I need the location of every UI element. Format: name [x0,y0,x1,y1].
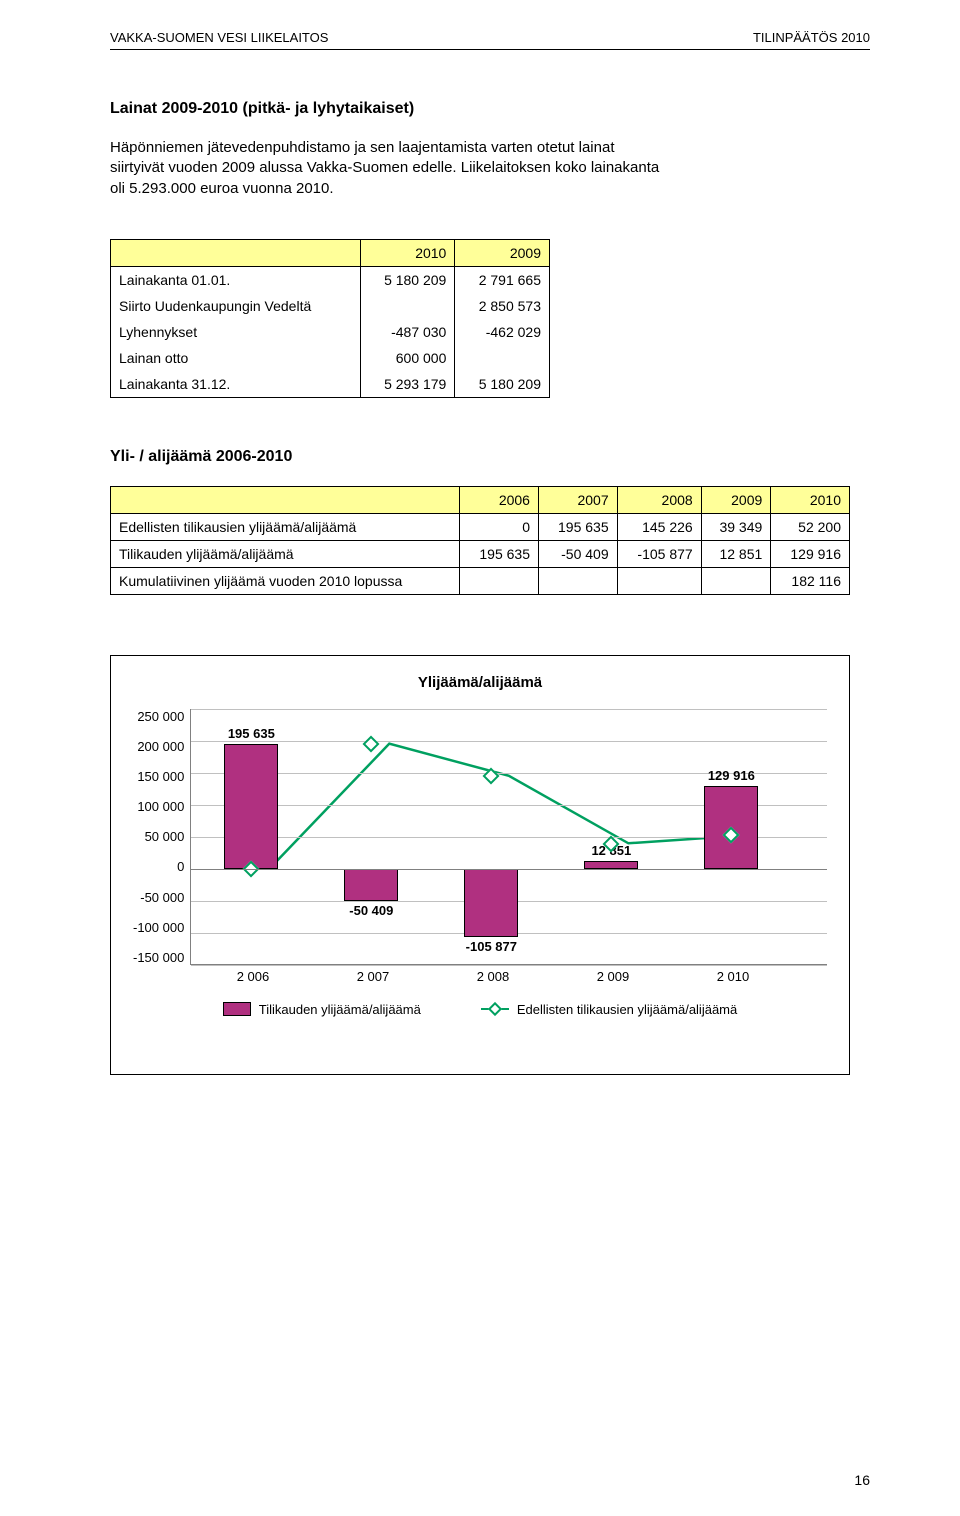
t1-h2: 2009 [455,239,550,266]
cell: 600 000 [360,345,455,371]
chart-xaxis: 2 0062 0072 0082 0092 010 [193,965,793,984]
cell-label: Edellisten tilikausien ylijäämä/alijäämä [111,513,460,540]
cell: 0 [460,513,539,540]
header-underline [110,49,870,50]
ytick-label: 0 [177,859,184,874]
legend-line-label: Edellisten tilikausien ylijäämä/alijäämä [517,1002,737,1017]
section1-title: Lainat 2009-2010 (pitkä- ja lyhytaikaise… [110,100,870,118]
xtick-label: 2 007 [313,965,433,984]
t2-h0 [111,486,460,513]
t2-h4: 2009 [701,486,771,513]
page-number: 16 [854,1472,870,1488]
cell-label: Lainan otto [111,345,361,371]
chart-plot: 195 635-50 409-105 87712 851129 916 [190,709,827,965]
xtick-label: 2 006 [193,965,313,984]
cell: 195 635 [460,540,539,567]
cell-label: Lainakanta 01.01. [111,266,361,293]
chart-bar [464,869,518,937]
gridline [191,965,827,966]
xtick-label: 2 010 [673,965,793,984]
cell [455,345,550,371]
cell [360,293,455,319]
ytick-label: -50 000 [140,890,184,905]
cell-label: Kumulatiivinen ylijäämä vuoden 2010 lopu… [111,567,460,594]
chart-title: Ylijäämä/alijäämä [133,674,827,691]
cell: -462 029 [455,319,550,345]
cell-label: Siirto Uudenkaupungin Vedeltä [111,293,361,319]
legend-bar-swatch [223,1002,251,1016]
cell [701,567,771,594]
cell: 5 180 209 [455,371,550,398]
cell-label: Lyhennykset [111,319,361,345]
cell: 39 349 [701,513,771,540]
bar-label: -105 877 [466,939,517,954]
cell: 52 200 [771,513,850,540]
bar-label: 195 635 [228,726,275,741]
surplus-chart: Ylijäämä/alijäämä 250 000 200 000 150 000 1… [110,655,850,1075]
t2-h3: 2008 [617,486,701,513]
table-row: Edellisten tilikausien ylijäämä/alijäämä… [111,513,850,540]
table-row: Lainan otto600 000 [111,345,550,371]
cell: 2 850 573 [455,293,550,319]
chart-yaxis: 250 000 200 000 150 000 100 000 50 000 0 -50 0… [133,709,190,965]
gridline [191,741,827,742]
t1-h1: 2010 [360,239,455,266]
header-left: VAKKA-SUOMEN VESI LIIKELAITOS [110,30,328,45]
t2-h1: 2006 [460,486,539,513]
surplus-table: 2006 2007 2008 2009 2010 Edellisten tili… [110,486,850,595]
ytick-label: 100 000 [137,799,184,814]
ytick-label: -150 000 [133,950,184,965]
table-row: Tilikauden ylijäämä/alijäämä195 635-50 4… [111,540,850,567]
section1-body: Häpönniemen jätevedenpuhdistamo ja sen l… [110,138,670,199]
cell-label: Tilikauden ylijäämä/alijäämä [111,540,460,567]
header-right: TILINPÄÄTÖS 2010 [753,30,870,45]
legend-line: Edellisten tilikausien ylijäämä/alijäämä [481,1002,737,1017]
table-row: Lyhennykset-487 030-462 029 [111,319,550,345]
section2-title: Yli- / alijäämä 2006-2010 [110,448,870,466]
legend-bar: Tilikauden ylijäämä/alijäämä [223,1002,421,1017]
chart-marker [363,735,380,752]
chart-bar [344,869,398,901]
cell: 12 851 [701,540,771,567]
chart-bar [224,744,278,869]
cell: 5 180 209 [360,266,455,293]
ytick-label: 250 000 [137,709,184,724]
cell: -50 409 [538,540,617,567]
cell [617,567,701,594]
table-row: Siirto Uudenkaupungin Vedeltä 2 850 573 [111,293,550,319]
cell-label: Lainakanta 31.12. [111,371,361,398]
t1-h0 [111,239,361,266]
chart-bar [584,861,638,869]
cell: 182 116 [771,567,850,594]
legend-bar-label: Tilikauden ylijäämä/alijäämä [259,1002,421,1017]
bar-label: 129 916 [708,768,755,783]
cell [538,567,617,594]
chart-legend: Tilikauden ylijäämä/alijäämä Edellisten … [133,1002,827,1017]
t2-h2: 2007 [538,486,617,513]
cell: -105 877 [617,540,701,567]
ytick-label: 50 000 [145,829,185,844]
cell: 195 635 [538,513,617,540]
gridline [191,709,827,710]
page-header: VAKKA-SUOMEN VESI LIIKELAITOS TILINPÄÄTÖ… [110,30,870,45]
legend-line-swatch [481,1008,509,1010]
cell [460,567,539,594]
table-row: Lainakanta 31.12.5 293 1795 180 209 [111,371,550,398]
cell: -487 030 [360,319,455,345]
bar-label: -50 409 [349,903,393,918]
cell: 145 226 [617,513,701,540]
ytick-label: 150 000 [137,769,184,784]
ytick-label: -100 000 [133,920,184,935]
table-row: Kumulatiivinen ylijäämä vuoden 2010 lopu… [111,567,850,594]
t2-h5: 2010 [771,486,850,513]
chart-marker [483,767,500,784]
xtick-label: 2 009 [553,965,673,984]
xtick-label: 2 008 [433,965,553,984]
loans-table: 2010 2009 Lainakanta 01.01.5 180 2092 79… [110,239,550,398]
cell: 129 916 [771,540,850,567]
ytick-label: 200 000 [137,739,184,754]
cell: 2 791 665 [455,266,550,293]
table-row: Lainakanta 01.01.5 180 2092 791 665 [111,266,550,293]
cell: 5 293 179 [360,371,455,398]
